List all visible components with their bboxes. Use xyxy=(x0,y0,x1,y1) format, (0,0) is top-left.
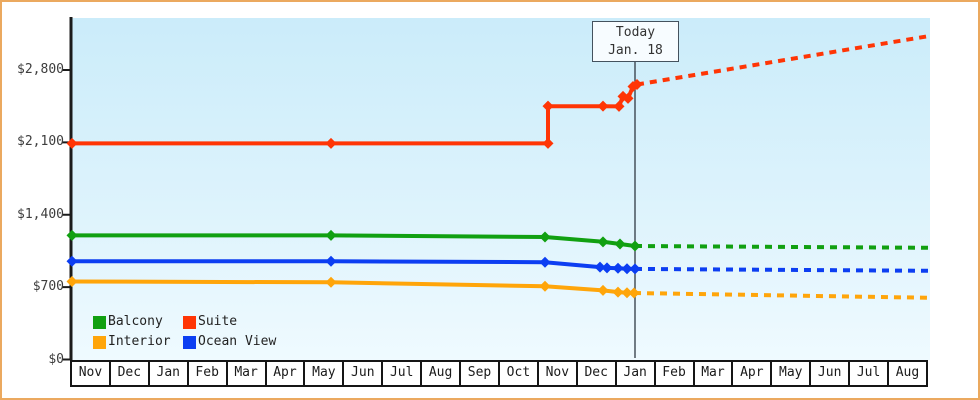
x-axis-month: Mar xyxy=(695,362,734,385)
x-axis-month: May xyxy=(772,362,812,385)
x-axis: Nov Dec Jan Feb Mar Apr May Jun Jul Aug Sep Oct Nov D… xyxy=(70,360,928,387)
y-axis-tick-label: $0 xyxy=(48,351,64,367)
x-axis-month: Jun xyxy=(344,362,384,385)
today-marker-box: Today Jan. 18 xyxy=(592,21,679,62)
x-axis-month: Jul xyxy=(383,362,423,385)
x-axis-month: Jan xyxy=(617,362,656,385)
x-axis-month: Jan xyxy=(150,362,189,385)
x-axis-month: Feb xyxy=(189,362,228,385)
y-axis-tick-label: $2,800 xyxy=(17,61,64,77)
y-axis-tick-label: $2,100 xyxy=(17,134,64,150)
x-axis-month: May xyxy=(305,362,345,385)
x-axis-month: Dec xyxy=(578,362,617,385)
y-axis-tick-label: $700 xyxy=(32,279,64,295)
x-axis-month: Jun xyxy=(811,362,851,385)
x-axis-month: Nov xyxy=(539,362,578,385)
x-axis-month: Jul xyxy=(850,362,890,385)
x-axis-month: Oct xyxy=(500,362,539,385)
y-axis-tick-label: $1,400 xyxy=(17,206,64,222)
x-axis-month: Aug xyxy=(422,362,462,385)
x-axis-month: Aug xyxy=(889,362,928,385)
x-axis-month: Dec xyxy=(111,362,150,385)
x-axis-month: Nov xyxy=(72,362,111,385)
x-axis-month: Apr xyxy=(733,362,773,385)
x-axis-month: Sep xyxy=(461,362,500,385)
plot-area xyxy=(72,18,930,360)
x-axis-month: Mar xyxy=(228,362,267,385)
today-label: Today xyxy=(615,25,656,40)
today-date: Jan. 18 xyxy=(608,43,663,58)
x-axis-month: Feb xyxy=(656,362,695,385)
x-axis-month: Apr xyxy=(267,362,306,385)
